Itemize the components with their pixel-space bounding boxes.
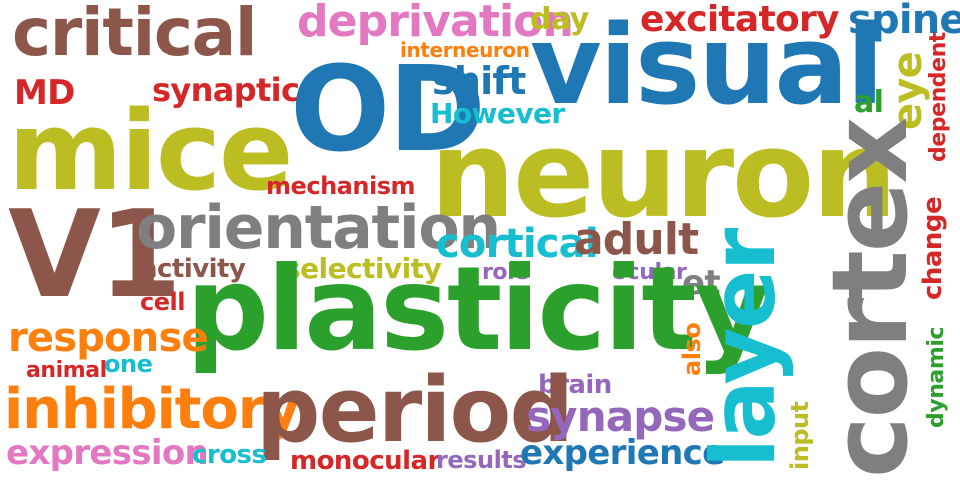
word-cell: cell [140,288,186,316]
word-expression: expression [6,433,209,473]
word-shift: shift [432,59,526,103]
word-one: one [104,350,153,378]
word-orientation: orientation [136,193,501,263]
word-interneuron: interneuron [400,38,530,62]
word-excitatory: excitatory [640,0,840,40]
word-layer: layer [692,229,795,469]
word-V1: V1 [8,186,182,325]
word-mice: mice [8,87,294,215]
word-experience: experience [520,433,725,473]
word-input: input [786,401,814,470]
word-neuron: neuron [430,106,897,245]
word-response: response [8,315,209,361]
word-al: al [854,85,884,120]
word-OD: OD [290,40,486,178]
word-role: role [482,260,529,285]
word-period: period [256,358,574,463]
word-synaptic: synaptic [152,71,300,109]
word-synapse: synapse [526,392,715,441]
word-MD: MD [14,73,75,113]
word-plasticity: plasticity [186,242,770,377]
word-dependent: dependent [926,32,951,162]
word-brain: brain [538,370,612,400]
word-cross: cross [192,440,267,470]
word-monocular: monocular [290,446,440,476]
word-activity: activity [140,254,246,284]
word-visual: visual [530,1,884,129]
word-inhibitory: inhibitory [4,377,301,442]
word-cortex: cortex [809,118,931,478]
word-adult: adult [574,214,699,265]
word-results: results [436,446,527,474]
word-cortical: cortical [436,221,599,267]
word-critical: critical [12,0,258,71]
word-selectivity: selectivity [284,252,442,285]
word-deprivation: deprivation [297,0,574,47]
word-animal: animal [26,358,107,383]
word-spine: spine [848,0,960,43]
word-et: et [682,263,721,303]
word-also: also [678,322,706,376]
word-However: However [430,97,565,130]
word-dynamic: dynamic [924,326,949,428]
word-mechanism: mechanism [266,172,416,200]
word-ocular: ocular [612,260,687,285]
word-day: day [530,2,589,37]
